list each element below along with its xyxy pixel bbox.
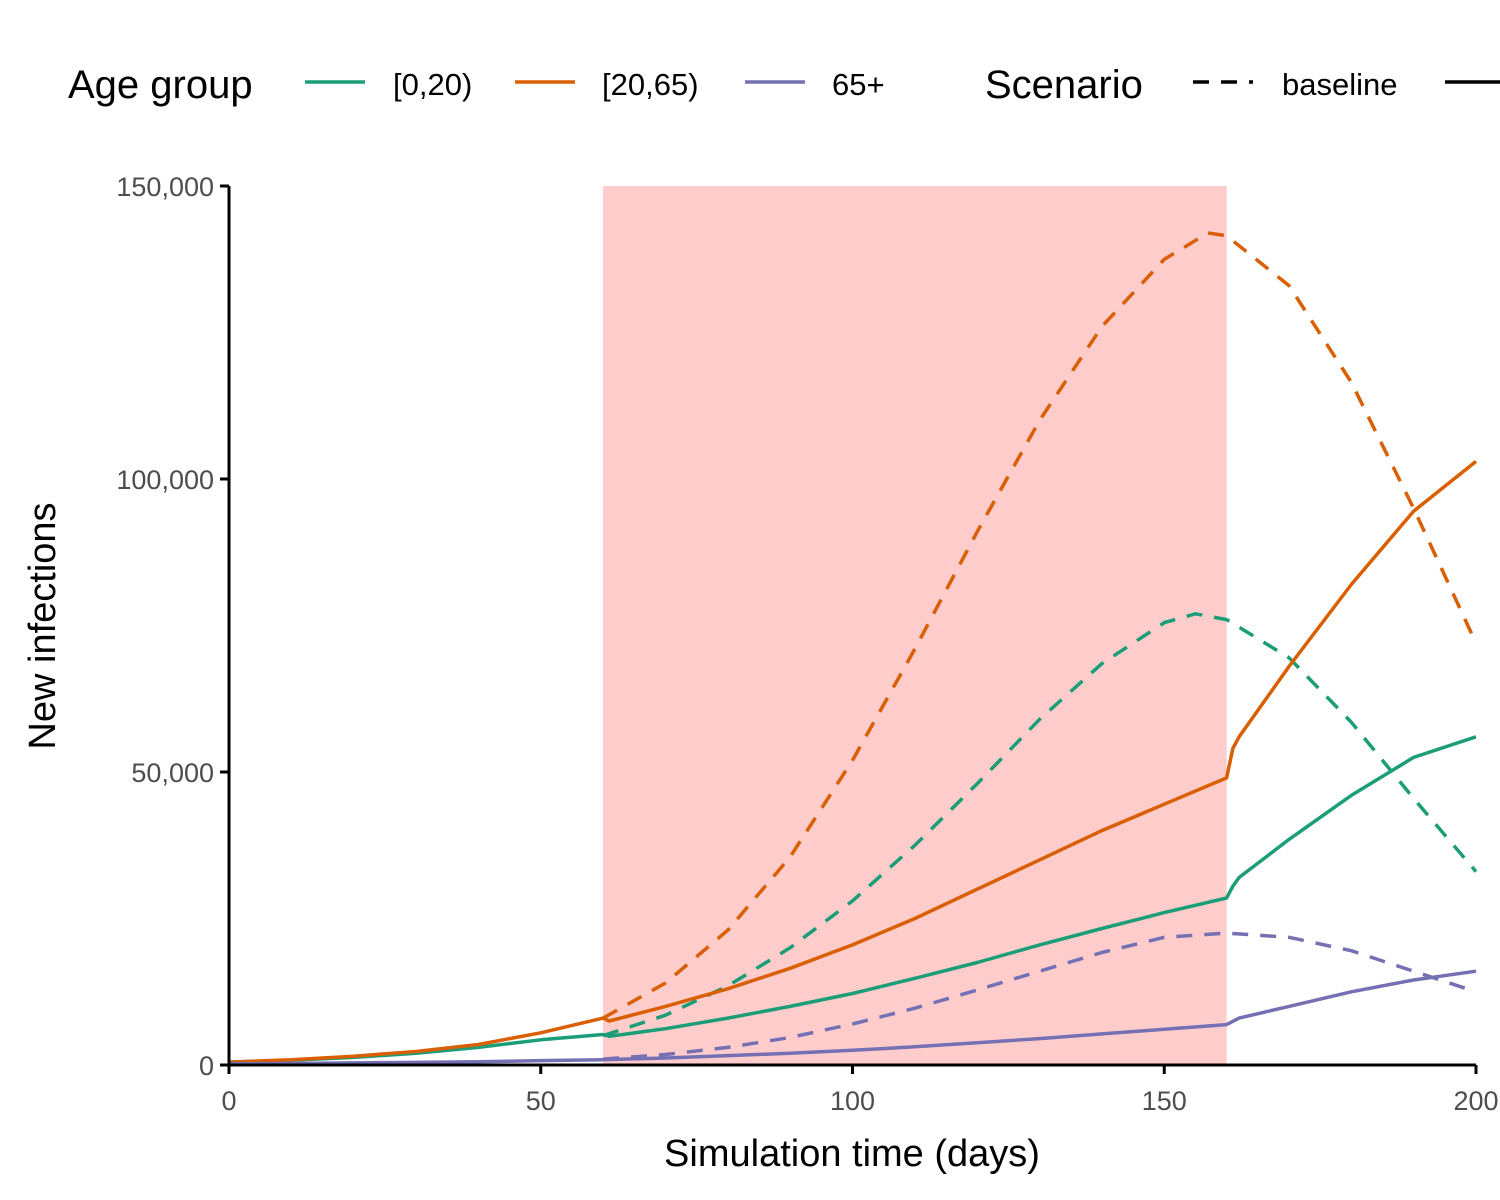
legend-label-65plus: 65+: [832, 67, 885, 102]
y-tick-label: 150,000: [116, 172, 214, 202]
y-tick-label: 50,000: [131, 758, 214, 788]
x-tick-label: 100: [830, 1086, 875, 1116]
y-axis-title: New infections: [22, 502, 64, 749]
series-line-intervention-5: [228, 969, 1477, 1066]
x-ticks: 0 50 100 150 200: [221, 1065, 1499, 1116]
x-tick-label: 0: [221, 1086, 236, 1116]
shaded-region: [603, 186, 1227, 1065]
legend-title-scenario: Scenario: [985, 63, 1143, 107]
x-tick-label: 50: [526, 1086, 556, 1116]
legend: Age group [0,20) [20,65) 65+ Scenario ba…: [68, 63, 1500, 107]
legend-title-age-group: Age group: [68, 63, 253, 107]
y-tick-label: 100,000: [116, 465, 214, 495]
series-layer: [228, 231, 1478, 1066]
series-line-baseline-1: [602, 231, 1478, 1020]
series-line-baseline-0: [602, 612, 1478, 1038]
legend-label-0-20: [0,20): [393, 67, 472, 102]
x-tick-label: 200: [1453, 1086, 1498, 1116]
y-ticks: 0 50,000 100,000 150,000: [116, 172, 229, 1081]
series-line-baseline-2: [602, 931, 1477, 1061]
legend-label-20-65: [20,65): [602, 67, 699, 102]
series-line-intervention-3: [228, 735, 1477, 1064]
x-tick-label: 150: [1142, 1086, 1187, 1116]
x-axis-title: Simulation time (days): [664, 1133, 1040, 1175]
legend-label-baseline: baseline: [1282, 67, 1397, 102]
series-line-intervention-4: [228, 460, 1478, 1064]
y-tick-label: 0: [199, 1051, 214, 1081]
